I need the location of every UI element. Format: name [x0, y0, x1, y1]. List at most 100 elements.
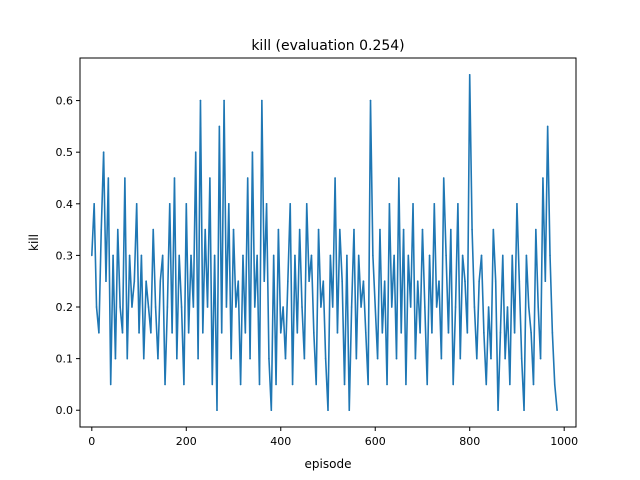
- data-point: [237, 280, 240, 283]
- data-point: [216, 409, 218, 412]
- data-point: [426, 383, 429, 386]
- data-point: [551, 332, 554, 334]
- data-point: [461, 254, 464, 257]
- data-point: [440, 357, 443, 360]
- data-point: [405, 383, 407, 386]
- data-point: [506, 306, 509, 308]
- data-point: [315, 383, 317, 386]
- data-point: [454, 306, 457, 308]
- data-point: [180, 306, 183, 308]
- data-point: [537, 306, 540, 308]
- data-point: [480, 254, 483, 257]
- data-point: [497, 409, 499, 412]
- data-point: [339, 228, 341, 231]
- data-point: [400, 332, 403, 334]
- data-point: [372, 254, 374, 257]
- data-point: [350, 306, 353, 308]
- chart-title: kill (evaluation 0.254): [251, 38, 404, 54]
- data-point: [369, 99, 372, 102]
- data-point: [494, 280, 497, 283]
- data-point: [303, 357, 306, 360]
- x-tick-label: 1000: [550, 435, 578, 448]
- axes-frame: [79, 57, 577, 428]
- data-point: [525, 254, 528, 257]
- data-point: [409, 306, 412, 308]
- data-point: [270, 409, 273, 412]
- data-point: [459, 357, 462, 360]
- y-axis-label: kill: [27, 234, 41, 251]
- data-point: [530, 332, 532, 334]
- data-point: [431, 332, 433, 334]
- data-point: [485, 383, 488, 386]
- data-point: [381, 332, 384, 334]
- data-point: [353, 228, 355, 231]
- data-point: [246, 177, 249, 179]
- data-point: [98, 332, 100, 334]
- data-point: [147, 306, 150, 308]
- data-point: [268, 357, 270, 360]
- data-point: [556, 409, 558, 412]
- data-point: [95, 306, 98, 308]
- data-point: [124, 177, 126, 179]
- data-point: [168, 202, 171, 205]
- data-point: [424, 306, 426, 308]
- data-point: [390, 306, 393, 308]
- data-point: [126, 357, 129, 360]
- y-tick-label: 0.0: [56, 404, 74, 417]
- data-point: [112, 254, 114, 257]
- data-point: [511, 254, 514, 257]
- data-point: [433, 202, 436, 205]
- data-point: [166, 306, 169, 308]
- data-point: [535, 228, 537, 231]
- data-point: [242, 254, 244, 257]
- data-point: [504, 357, 506, 360]
- data-point: [407, 254, 410, 257]
- data-point: [128, 254, 131, 257]
- data-point: [294, 254, 296, 257]
- data-point: [445, 254, 447, 257]
- data-point: [438, 280, 440, 283]
- data-point: [291, 383, 294, 386]
- data-point: [450, 228, 452, 231]
- data-point: [154, 306, 157, 308]
- data-point: [102, 151, 105, 153]
- data-point: [329, 254, 332, 257]
- data-point: [471, 228, 473, 231]
- data-point: [447, 332, 450, 334]
- plot-area: [91, 73, 558, 412]
- y-tick-label: 0.4: [56, 198, 74, 211]
- x-tick-label: 200: [176, 435, 197, 448]
- y-tick-label: 0.1: [56, 353, 74, 366]
- data-point: [327, 409, 329, 412]
- data-point: [412, 202, 414, 205]
- y-axis-ticks: 0.0 0.1 0.2 0.3 0.4 0.5 0.6: [56, 95, 80, 417]
- x-axis-label: episode: [305, 457, 352, 471]
- y-tick-label: 0.6: [56, 95, 74, 108]
- data-point: [107, 177, 110, 179]
- data-point: [492, 228, 495, 231]
- data-point: [223, 99, 225, 102]
- data-point: [386, 383, 388, 386]
- data-point: [348, 409, 351, 412]
- data-point: [435, 306, 438, 308]
- data-point: [383, 280, 386, 283]
- data-point: [178, 254, 180, 257]
- data-point: [289, 202, 292, 205]
- data-point: [532, 383, 535, 386]
- data-point: [442, 177, 445, 179]
- data-point: [468, 73, 471, 76]
- data-point: [249, 357, 251, 360]
- data-point: [398, 177, 400, 179]
- data-point: [520, 357, 523, 360]
- data-point: [145, 280, 147, 283]
- data-point: [322, 280, 325, 283]
- x-tick-label: 0: [88, 435, 95, 448]
- data-point: [341, 280, 343, 283]
- x-tick-label: 800: [459, 435, 480, 448]
- data-point: [93, 202, 95, 205]
- y-tick-label: 0.2: [56, 301, 74, 314]
- data-point: [230, 357, 232, 360]
- data-point: [464, 280, 466, 283]
- data-point: [235, 306, 237, 308]
